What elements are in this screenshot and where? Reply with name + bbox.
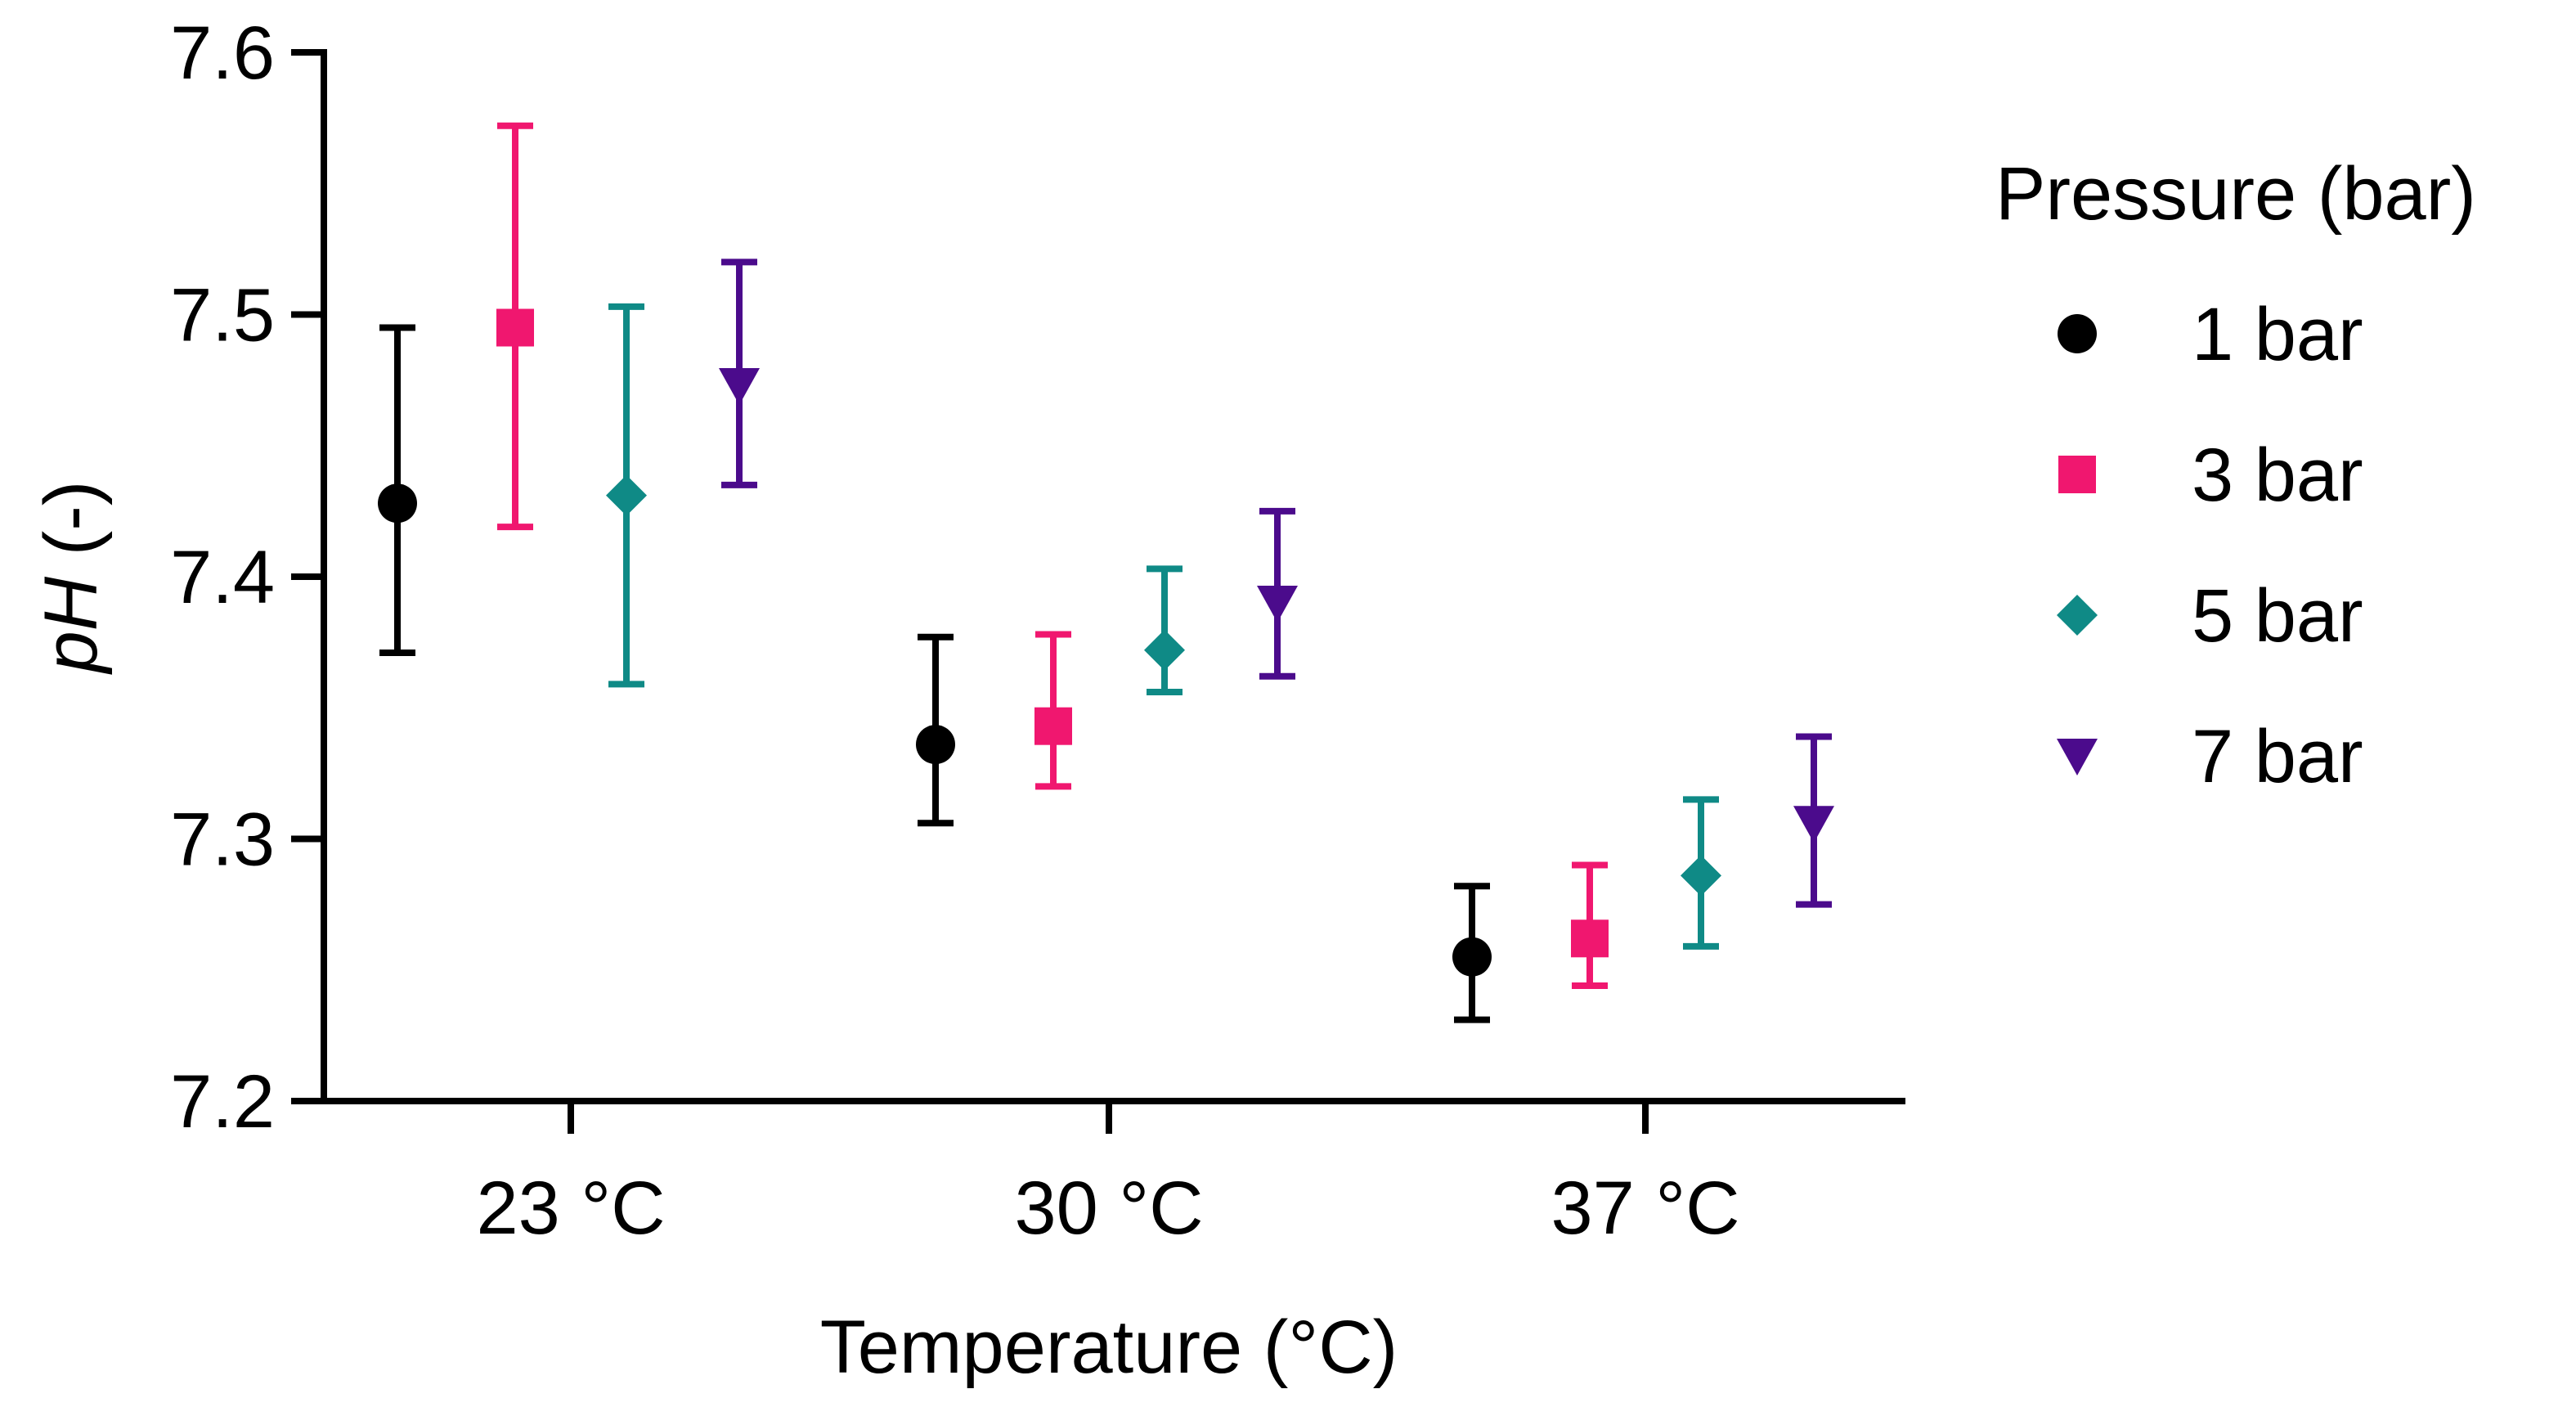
data-point: [1571, 919, 1609, 958]
data-point: [1257, 586, 1298, 623]
data-point: [1452, 937, 1492, 977]
y-tick-label: 7.6: [170, 11, 275, 95]
x-tick-label: 30 °C: [1014, 1167, 1203, 1250]
legend: Pressure (bar) 1 bar 3 bar 5 bar 7 bar: [1995, 152, 2476, 798]
y-tick-label: 7.2: [170, 1060, 275, 1144]
y-axis-title: pH (-): [29, 480, 113, 675]
y-axis-title-unit: (-): [29, 480, 113, 576]
data-point: [1144, 629, 1185, 671]
legend-label: 7 bar: [2192, 715, 2363, 798]
legend-label: 3 bar: [2192, 434, 2363, 517]
data-point: [1034, 707, 1072, 745]
legend-label: 1 bar: [2192, 293, 2363, 376]
series-group: [378, 122, 1834, 1023]
series-7-bar: [719, 258, 1834, 908]
legend-marker-1-bar: [2058, 314, 2097, 353]
y-tick-label: 7.4: [170, 536, 275, 619]
series-5-bar: [606, 303, 1721, 950]
data-point: [1793, 806, 1834, 843]
y-axis-ticks: 7.2 7.3 7.4 7.5 7.6: [170, 11, 324, 1144]
data-point: [916, 725, 955, 765]
y-tick-label: 7.5: [170, 274, 275, 357]
y-tick-label: 7.3: [170, 798, 275, 882]
legend-marker-3-bar: [2058, 456, 2096, 493]
x-axis-title: Temperature (°C): [820, 1306, 1398, 1389]
axes: [321, 49, 1905, 1104]
data-point: [1681, 855, 1721, 897]
x-axis-ticks: 23 °C 30 °C 37 °C: [476, 1101, 1740, 1250]
x-tick-label: 37 °C: [1551, 1167, 1739, 1250]
series-3-bar: [496, 122, 1609, 989]
legend-marker-7-bar: [2057, 739, 2098, 775]
data-point: [496, 308, 534, 347]
y-axis-title-italic: pH: [29, 576, 113, 675]
x-tick-label: 23 °C: [476, 1167, 665, 1250]
legend-marker-5-bar: [2057, 595, 2098, 636]
data-point: [606, 474, 647, 516]
series-1-bar: [378, 324, 1492, 1023]
data-point: [378, 483, 417, 524]
data-point: [719, 368, 760, 406]
legend-title: Pressure (bar): [1995, 152, 2476, 236]
legend-label: 5 bar: [2192, 574, 2363, 658]
